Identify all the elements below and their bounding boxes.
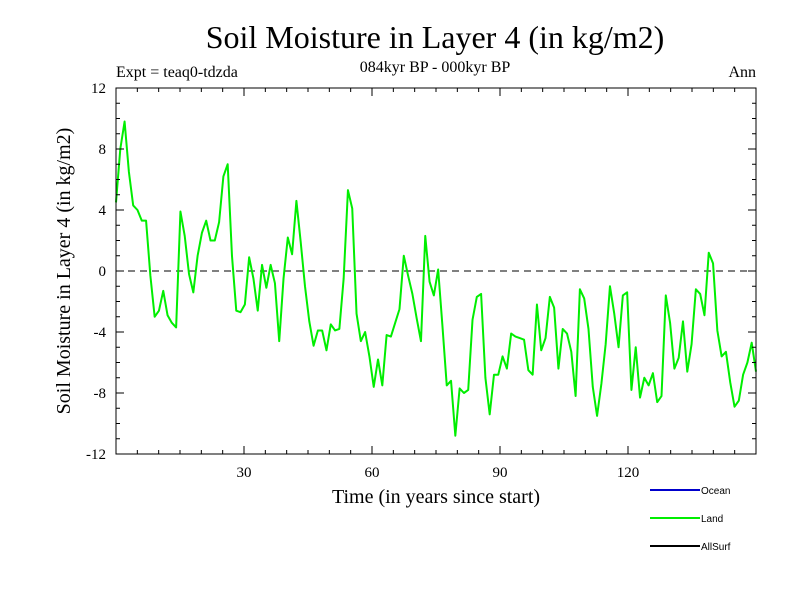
chart-title: Soil Moisture in Layer 4 (in kg/m2) bbox=[206, 19, 665, 55]
season-label: Ann bbox=[728, 64, 756, 81]
series-layer bbox=[115, 120, 757, 437]
x-tick-label: 60 bbox=[365, 465, 380, 481]
y-tick-label: -12 bbox=[86, 447, 106, 463]
y-tick-label: 12 bbox=[91, 81, 106, 97]
tick-layer bbox=[116, 88, 756, 454]
x-tick-label: 120 bbox=[617, 465, 640, 481]
y-tick-label: 8 bbox=[99, 142, 107, 158]
series-line-land bbox=[115, 120, 757, 437]
y-tick-label: 0 bbox=[99, 264, 107, 280]
y-tick-label: -8 bbox=[94, 386, 107, 402]
experiment-label: Expt = teaq0-tdzda bbox=[116, 64, 238, 81]
x-axis-label: Time (in years since start) bbox=[332, 486, 540, 508]
y-tick-label: -4 bbox=[94, 325, 107, 341]
x-tick-label: 30 bbox=[237, 465, 252, 481]
x-tick-labels: 30 60 90 120 bbox=[237, 465, 640, 481]
y-tick-labels: -12 -8 -4 0 4 8 12 bbox=[86, 81, 107, 463]
y-tick-label: 4 bbox=[99, 203, 107, 219]
x-tick-label: 90 bbox=[493, 465, 508, 481]
legend-label-ocean: Ocean bbox=[701, 486, 730, 497]
chart-subtitle: 084kyr BP - 000kyr BP bbox=[360, 59, 511, 76]
legend-label-allsurf: AllSurf bbox=[701, 542, 731, 553]
legend: Ocean Land AllSurf bbox=[650, 486, 731, 553]
y-axis-label: Soil Moisture in Layer 4 (in kg/m2) bbox=[53, 128, 75, 415]
legend-label-land: Land bbox=[701, 514, 723, 525]
